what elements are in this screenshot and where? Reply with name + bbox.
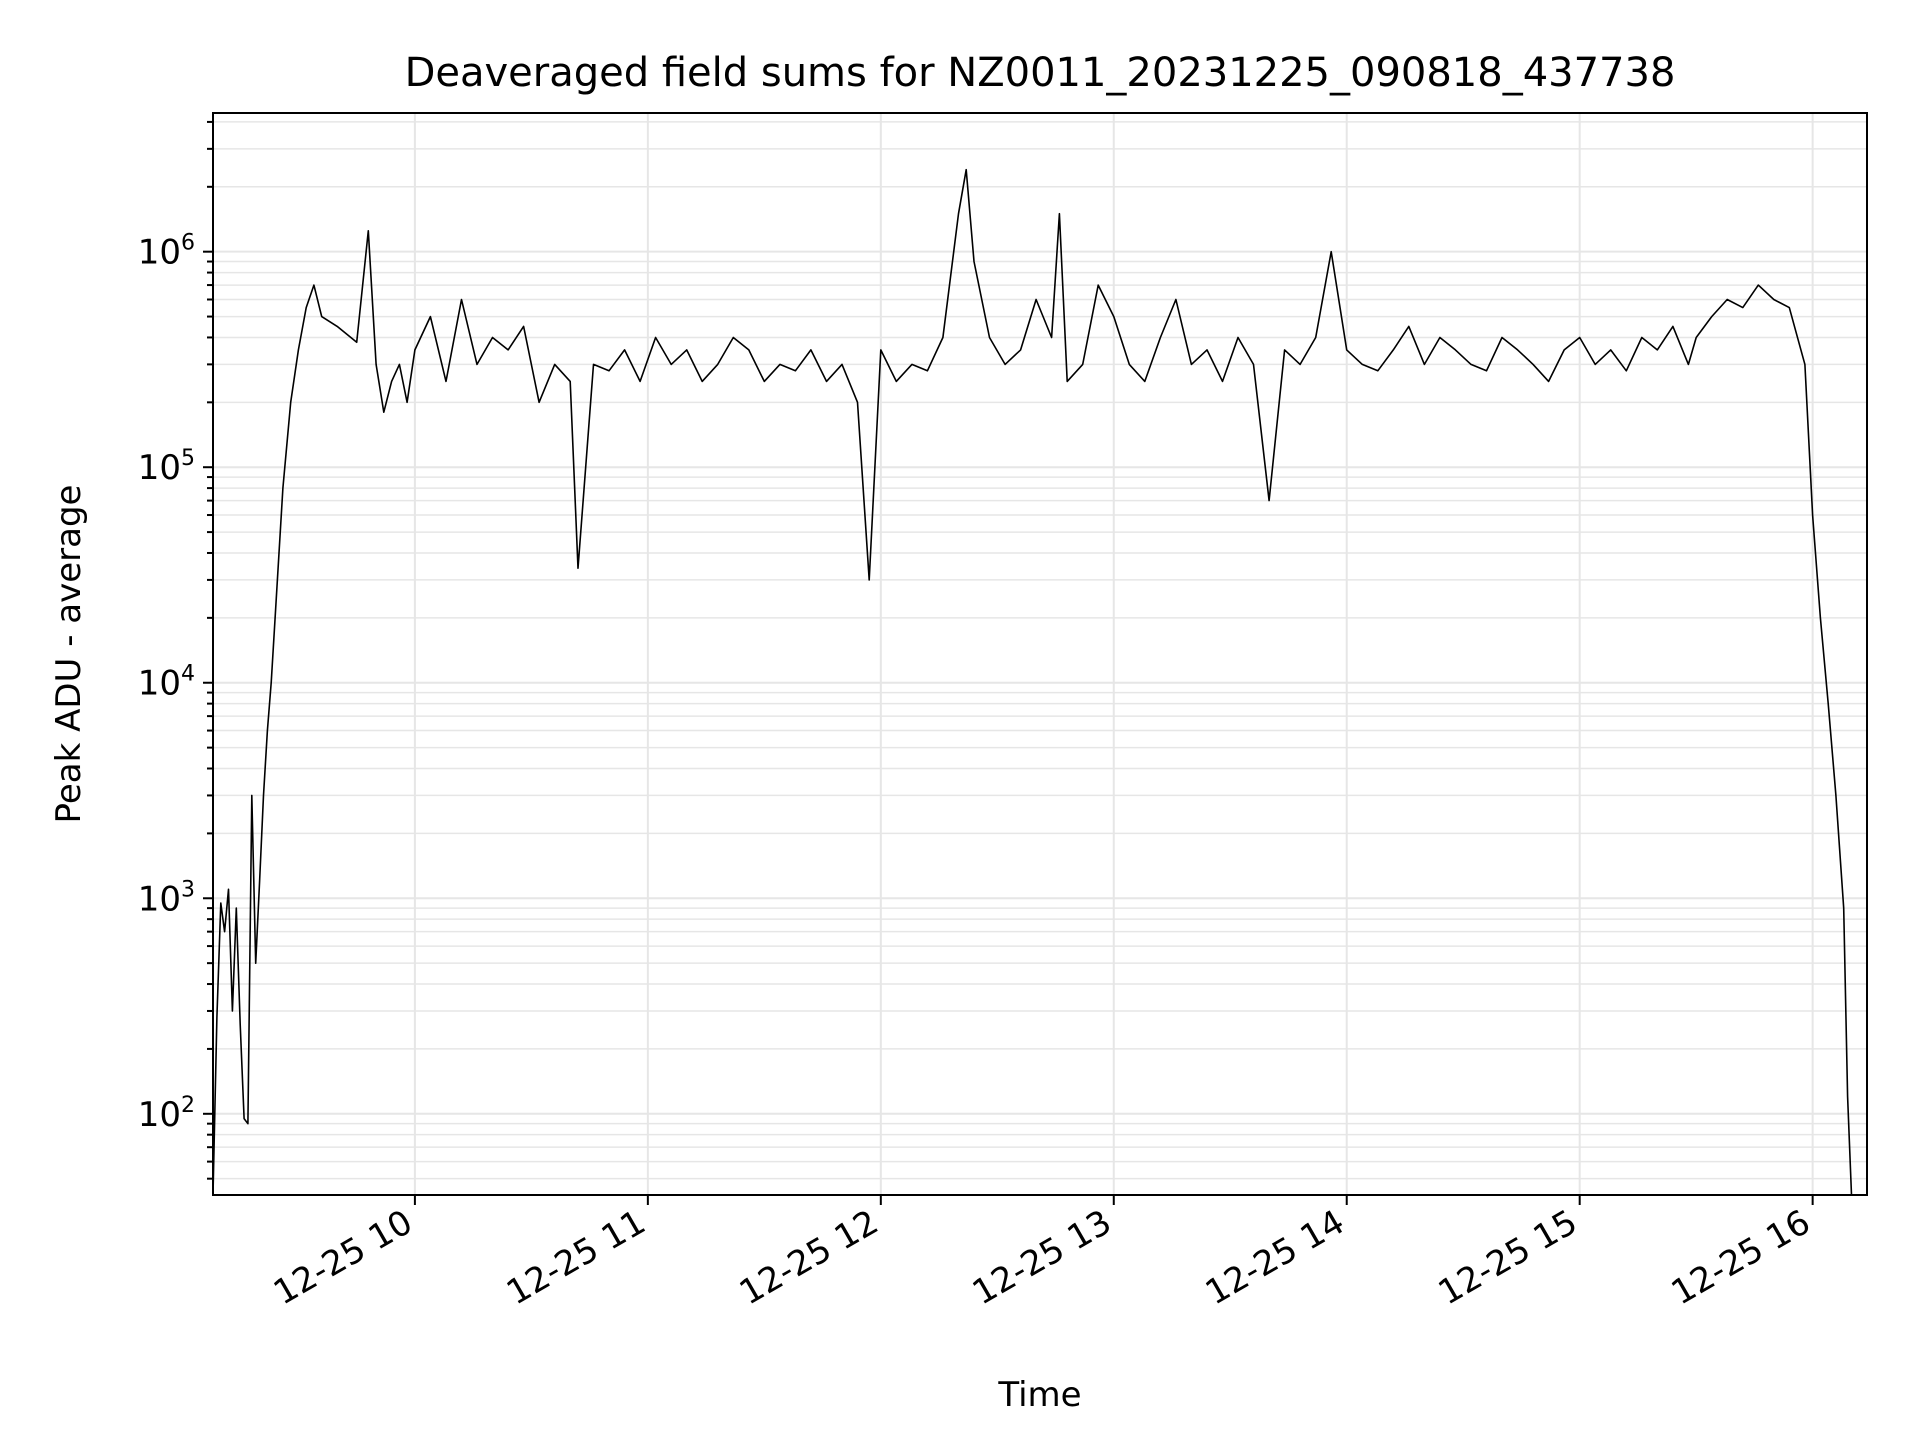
plot-frame	[212, 112, 1868, 1196]
x-axis-label: Time	[997, 1375, 1081, 1415]
grid	[213, 113, 1867, 1195]
y-tick-label: 106	[138, 231, 195, 273]
chart-title: Deaveraged field sums for NZ0011_2023122…	[405, 50, 1676, 96]
series-line-0	[212, 168, 1853, 1196]
y-tick-label: 104	[138, 662, 195, 704]
y-tick-label: 105	[138, 446, 195, 488]
y-tick-label: 103	[138, 877, 195, 919]
data-series	[212, 168, 1853, 1196]
y-axis-ticks: 102 103 104 105 106	[138, 120, 213, 1180]
y-tick-label: 102	[138, 1093, 195, 1135]
y-axis-label: Peak ADU - average	[49, 485, 89, 824]
